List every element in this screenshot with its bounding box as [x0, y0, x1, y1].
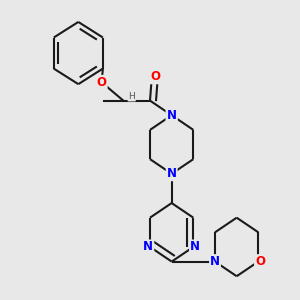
Text: H: H [128, 92, 135, 101]
Text: O: O [150, 70, 160, 83]
Text: O: O [97, 76, 107, 89]
Text: N: N [210, 255, 220, 268]
Text: N: N [167, 109, 177, 122]
Text: N: N [143, 241, 153, 254]
Text: N: N [167, 109, 177, 122]
Text: N: N [190, 241, 200, 254]
Text: N: N [167, 167, 177, 180]
Text: O: O [255, 255, 265, 268]
